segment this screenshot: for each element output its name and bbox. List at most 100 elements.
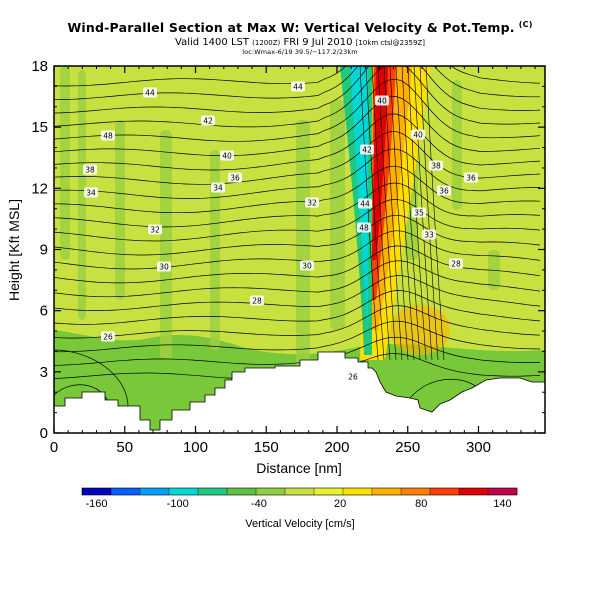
contour-label-bg [201,115,215,126]
theta-contour [54,320,541,353]
steep-contour [389,66,409,361]
contour-label-bg [357,222,371,233]
colorbar-swatch [314,488,344,495]
contour-label: 28 [250,295,264,306]
colorbar-swatch [488,488,518,495]
chart-location: loc:Wmax-6/19 39.5/−117.2/23km [242,48,358,56]
theta-contour [54,230,541,270]
contour-labels: 44 44 48 42 40 40 38 36 36 34 34 32 32 30 30 28 26 26 28 33… [83,81,478,382]
contour-label-text: 35 [414,209,424,218]
steep-contour [365,66,385,361]
green-streak [488,250,500,290]
updraft-core [372,66,388,260]
x-tick-label: 100 [183,439,208,456]
contour-label: 34 [84,187,98,198]
contour-label: 30 [300,260,314,271]
contour-label: 48 [101,130,115,141]
y-tick-label: 6 [40,303,48,320]
colorbar-label: Vertical Velocity [cm/s] [245,518,354,530]
green-streak [160,130,172,360]
x-tick-label: 200 [324,439,349,456]
theta-contour [54,305,541,339]
colorbar-swatch [140,488,170,495]
contour-label: 38 [83,164,97,175]
theta-contour [54,78,541,142]
y-tick-label: 18 [31,58,48,75]
contour-label-text: 26 [348,373,358,382]
contour-label-text: 34 [86,189,96,198]
colorbar-tick-label: 140 [493,498,511,510]
chart-title: Wind-Parallel Section at Max W: Vertical… [67,20,533,35]
contour-label-text: 36 [466,174,476,183]
theta-contour [54,199,541,242]
theta-contour [54,113,541,171]
theta-contour [54,165,541,214]
contour-label: 38 [429,160,443,171]
contour-label-bg [157,261,171,272]
contour-label-text: 30 [302,262,312,271]
colorbar-frame [81,487,518,496]
contour-label: 26 [101,331,115,342]
colorbar-tick-label: 20 [334,498,346,510]
theta-contour [54,66,541,114]
y-tick-label: 15 [31,119,48,136]
contour-label-text: 44 [360,200,370,209]
contour-label: 33 [422,229,436,240]
contour-label: 40 [411,129,425,140]
terrain-mask [53,351,546,434]
contour-label: 44 [291,81,305,92]
contour-label-text: 42 [362,146,372,155]
contour-label-bg [429,160,443,171]
contour-label: 26 [346,371,360,382]
colorbar-tick-label: -40 [251,498,267,510]
theta-contour [54,336,541,366]
colorbar-tick-label: 80 [415,498,427,510]
contour-label: 30 [157,261,171,272]
contour-label-bg [449,258,463,269]
contour-label-bg [220,150,234,161]
contour-label-text: 40 [222,152,232,161]
contour-label-bg [250,295,264,306]
contour-label-bg [346,371,360,382]
contour-label-text: 36 [439,187,449,196]
theta-contour [54,66,541,128]
theta-contour [54,96,541,157]
contour-label-bg [84,187,98,198]
contour-label-text: 28 [252,297,262,306]
contour-label-text: 30 [159,263,169,272]
y-tick-label: 3 [40,364,48,381]
contour-label-bg [437,185,451,196]
colorbar-swatch [401,488,431,495]
contour-label-bg [300,260,314,271]
contour-label-bg [148,224,162,235]
x-tick-label: 250 [395,439,420,456]
contour-label-bg [422,229,436,240]
green-streak [452,80,462,210]
contour-label-bg [143,87,157,98]
colorbar-swatch [227,488,257,495]
colorbar-swatch [256,488,286,495]
contour-label: 36 [437,185,451,196]
theta-contour [54,260,541,298]
contour-label-bg [101,130,115,141]
colorbar-swatch [111,488,141,495]
theta-contour [54,275,541,311]
terrain-profile [53,351,546,434]
contour-label: 40 [375,95,389,106]
contour-label-bg [228,172,242,183]
x-tick-label: 0 [50,439,58,456]
y-tick-label: 0 [40,425,48,442]
colorbar: -160 -100 -40 20 80 140 [81,487,518,510]
theta-contour [54,131,541,185]
contour-label: 35 [412,207,426,218]
theta-contour [54,290,541,325]
contour-label: 42 [360,144,374,155]
green-streak [296,120,310,380]
contour-label: 44 [143,87,157,98]
steep-contour [371,66,391,361]
contour-label-bg [412,207,426,218]
steep-contour [407,66,427,361]
contour-label: 32 [305,197,319,208]
contour-label-text: 28 [451,260,461,269]
colorbar-swatch [198,488,228,495]
